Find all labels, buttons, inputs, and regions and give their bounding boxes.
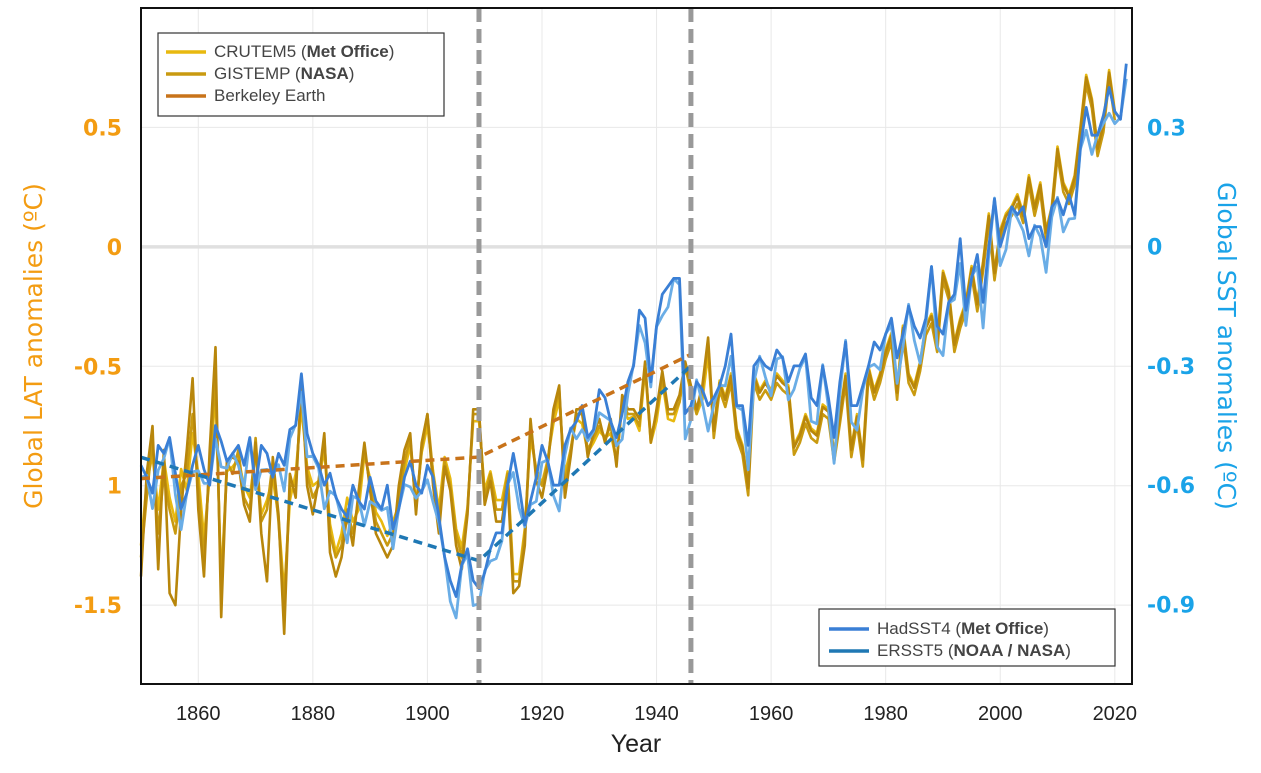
x-axis-title: Year — [611, 730, 662, 758]
x-tick-label: 1920 — [520, 703, 565, 725]
x-tick-label: 1960 — [749, 703, 794, 725]
x-tick-label: 2000 — [978, 703, 1023, 725]
legend-label: Berkeley Earth — [214, 86, 326, 105]
x-axis-ticks: 1860 1880 1900 1920 1940 1960 1980 2000 2020 — [176, 703, 1137, 725]
vertical-markers — [476, 8, 694, 684]
left-axis-title: Global LAT anomalies (ºC) — [19, 183, 48, 509]
right-tick-label: 0.3 — [1147, 116, 1186, 141]
series-line-lat-2 — [139, 71, 1117, 636]
legend-sea: HadSST4 (Met Office) ERSST5 (NOAA / NASA) — [818, 608, 1116, 667]
right-tick-label: 0 — [1147, 236, 1162, 261]
x-tick-label: 1860 — [176, 703, 221, 725]
legend-label: ERSST5 (NOAA / NASA) — [877, 641, 1071, 660]
x-tick-label: 1900 — [405, 703, 450, 725]
grid-lines — [141, 8, 1132, 684]
left-tick-label: 0.5 — [83, 116, 122, 141]
legend-label: GISTEMP (NASA) — [214, 64, 354, 83]
series-line-hadsst4 — [139, 63, 1128, 598]
left-tick-label: -0.5 — [74, 355, 122, 380]
plot-frame — [140, 7, 1133, 685]
x-tick-label: 1980 — [863, 703, 908, 725]
left-tick-label: 0 — [107, 236, 122, 261]
left-tick-label: -1.5 — [74, 594, 122, 619]
right-tick-label: -0.3 — [1147, 355, 1195, 380]
right-tick-label: -0.9 — [1147, 593, 1195, 618]
x-tick-label: 1880 — [291, 703, 336, 725]
right-axis-title: Global SST anomalies (ºC) — [1212, 182, 1241, 510]
right-axis-ticks: 0.3 0 -0.3 -0.6 -0.9 — [1147, 116, 1195, 618]
x-tick-label: 1940 — [634, 703, 679, 725]
series-line-lat-0 — [139, 68, 1117, 595]
right-tick-label: -0.6 — [1147, 474, 1195, 499]
left-axis-ticks: 0.5 0 -0.5 1 -1.5 — [74, 116, 122, 619]
legend-land: CRUTEM5 (Met Office) GISTEMP (NASA) Berkel… — [157, 32, 445, 117]
series-layer — [139, 63, 1128, 636]
legend-label: CRUTEM5 (Met Office) — [214, 42, 394, 61]
left-tick-label: 1 — [107, 475, 122, 500]
legend-label: HadSST4 (Met Office) — [877, 619, 1049, 638]
x-tick-label: 2020 — [1093, 703, 1138, 725]
